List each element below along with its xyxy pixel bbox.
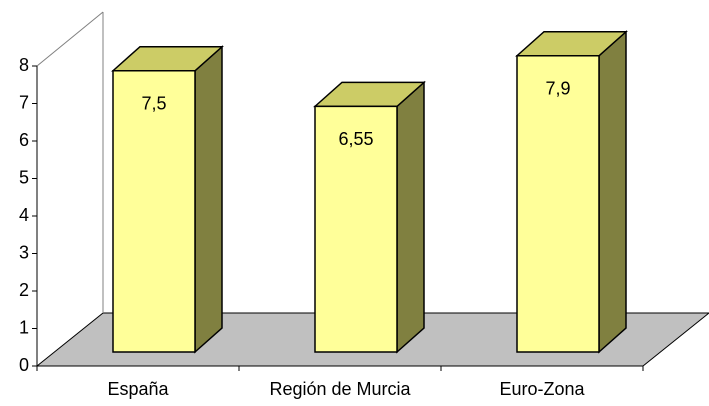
bar-front <box>516 55 600 353</box>
x-tick-label: España <box>107 379 169 399</box>
y-tick-label: 7 <box>19 92 29 112</box>
bar <box>111 45 224 354</box>
bar-front <box>314 105 398 353</box>
y-tick-label: 4 <box>19 205 29 225</box>
side-wall-edge <box>36 11 104 67</box>
x-tick-label: Euro-Zona <box>499 379 585 399</box>
bar-side <box>598 30 627 354</box>
y-tick-label: 1 <box>19 317 29 337</box>
y-tick-label: 2 <box>19 280 29 300</box>
value-label: 7,9 <box>545 79 570 99</box>
x-tick-label: Región de Murcia <box>269 379 411 399</box>
y-tick-label: 8 <box>19 55 29 75</box>
y-tick-label: 3 <box>19 242 29 262</box>
y-tick-label: 6 <box>19 130 29 150</box>
y-tick-label: 0 <box>19 355 29 375</box>
bar-side <box>396 80 425 354</box>
value-label: 7,5 <box>141 94 166 114</box>
value-label: 6,55 <box>338 129 373 149</box>
bar <box>313 80 426 354</box>
bar-front <box>112 70 196 353</box>
bar-side <box>194 45 223 354</box>
y-tick-label: 5 <box>19 167 29 187</box>
bar <box>515 30 628 354</box>
